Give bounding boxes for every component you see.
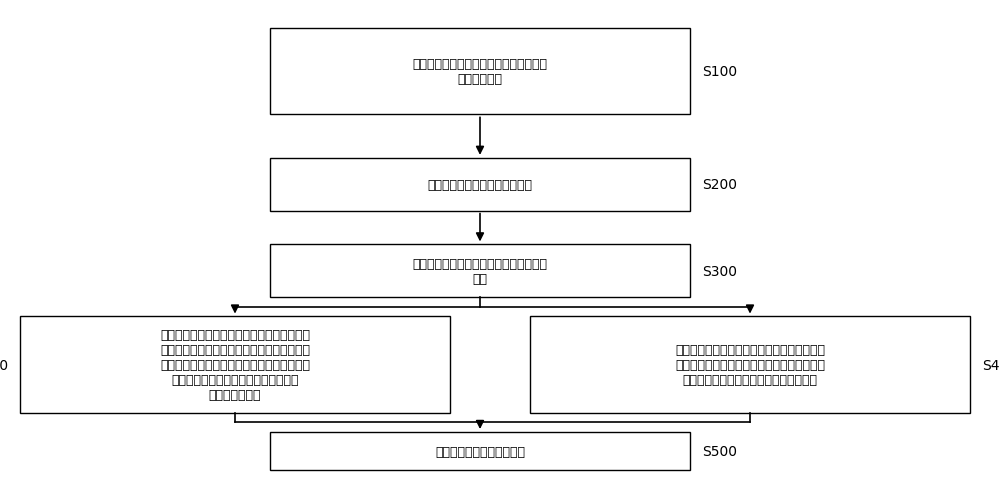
Text: S410: S410 — [0, 358, 8, 372]
Text: 按照设定时间间隔从第一端口输出能够广
播的第一信息: 按照设定时间间隔从第一端口输出能够广 播的第一信息 — [413, 58, 548, 86]
Text: 若第二信息包括第一信息中的设定内容，且第
一端口与第二端口不是同一个端口，则确认第
一端口与第二端口相互连接，或者分别与第一
端口、第二端口连接的两个网络通信设: 若第二信息包括第一信息中的设定内容，且第 一端口与第二端口不是同一个端口，则确认… — [160, 328, 310, 401]
FancyBboxPatch shape — [270, 245, 690, 298]
Text: S200: S200 — [702, 178, 737, 192]
Text: 接收输入至第二端口的第二信息: 接收输入至第二端口的第二信息 — [428, 178, 532, 192]
FancyBboxPatch shape — [270, 432, 690, 470]
FancyBboxPatch shape — [270, 158, 690, 211]
Text: 将第一端口或第二端口关闭: 将第一端口或第二端口关闭 — [435, 444, 525, 458]
FancyBboxPatch shape — [270, 29, 690, 115]
Text: 若第二信息包括第一信息中的设定内容，且第
一端口与第二端口是同一个端口，则确认与第
一端口连接的网络拓扑结构中出现了环路: 若第二信息包括第一信息中的设定内容，且第 一端口与第二端口是同一个端口，则确认与… — [675, 343, 825, 386]
FancyBboxPatch shape — [20, 317, 450, 413]
Text: S420: S420 — [982, 358, 1000, 372]
FancyBboxPatch shape — [530, 317, 970, 413]
Text: S300: S300 — [702, 264, 737, 278]
Text: 将第二信息的内容与第一信息的内容进行
对比: 将第二信息的内容与第一信息的内容进行 对比 — [413, 257, 548, 285]
Text: S100: S100 — [702, 65, 737, 79]
Text: S500: S500 — [702, 444, 737, 458]
